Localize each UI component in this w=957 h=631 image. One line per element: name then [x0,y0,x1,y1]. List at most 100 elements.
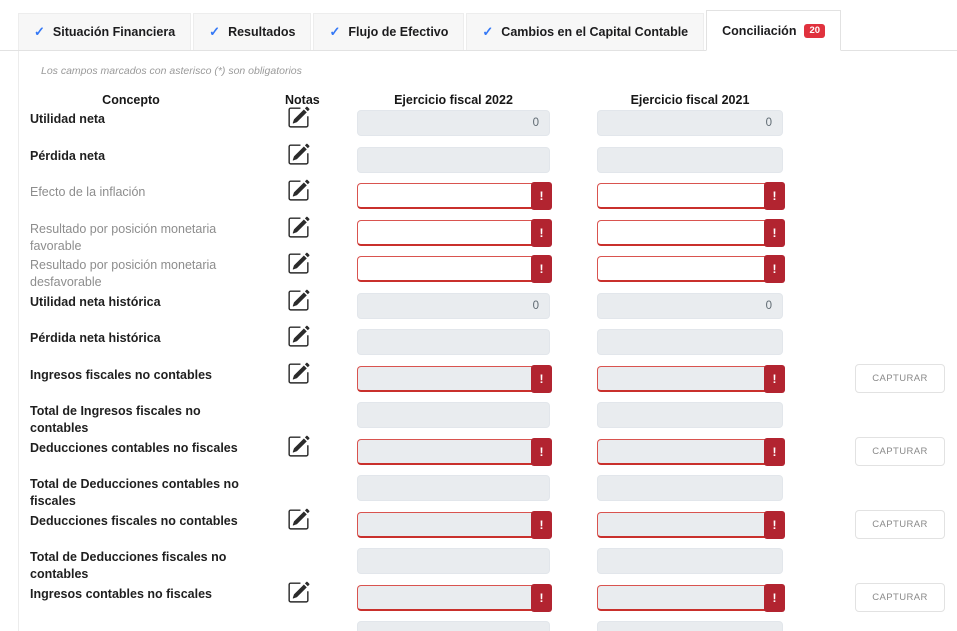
capture-button[interactable]: CAPTURAR [855,363,945,393]
tab-cambios-en-el-capital-contable[interactable]: ✓ Cambios en el Capital Contable [466,13,705,50]
input-ejercicio-2021 [597,110,783,136]
field-2021 [597,146,783,173]
row-label: Total de Deducciones contables no fiscal… [30,477,239,508]
field-2021: ! [597,218,785,247]
edit-note-icon[interactable] [287,581,310,604]
edit-note-icon[interactable] [287,216,310,239]
rows-container: Utilidad neta Pérdida neta Efecto de la in… [19,106,957,631]
input-ejercicio-2022[interactable] [357,219,550,246]
row-label: Ingresos fiscales no contables [30,367,213,382]
header-ejercicio-2021: Ejercicio fiscal 2021 [630,93,750,107]
error-exclamation-badge: ! [531,583,552,612]
row-label: Pérdida neta histórica [30,331,161,345]
input-ejercicio-2022 [357,292,550,319]
tab-resultados[interactable]: ✓ Resultados [193,13,312,50]
error-exclamation-badge: ! [531,218,552,247]
check-icon: ✓ [209,24,221,39]
field-2022 [357,292,550,319]
field-2021 [597,110,783,136]
error-exclamation-badge: ! [764,182,785,210]
error-exclamation-badge: ! [531,437,552,466]
input-ejercicio-2022 [357,511,550,538]
input-ejercicio-2022[interactable] [357,256,550,282]
edit-note-icon[interactable] [287,325,310,348]
tab-count-badge: 20 [804,24,826,38]
tab-label: Situación Financiera [52,25,176,39]
table-row: Deducciones contables no fiscales!! CAPTU… [30,435,957,476]
capture-button[interactable]: CAPTURAR [855,509,945,539]
tab-flujo-de-efectivo[interactable]: ✓ Flujo de Efectivo [313,13,465,50]
row-label: Efecto de la inflación [30,185,146,199]
notas-cell [280,252,310,280]
header-concepto: Concepto [102,93,160,107]
tab-conciliacion[interactable]: Conciliación 20 [706,10,842,51]
table-row: Total de Deducciones fiscales no contabl… [30,548,957,585]
edit-note-icon[interactable] [287,435,310,458]
input-ejercicio-2022 [357,548,550,574]
tab-label: Conciliación [722,24,797,38]
input-ejercicio-2021 [597,621,783,631]
notas-cell [280,289,310,317]
field-2021 [597,329,783,355]
table-row: Utilidad neta [30,106,957,147]
field-2022: ! [357,437,552,466]
row-label: Ingresos contables no fiscales [30,586,213,601]
table-row: Ingresos fiscales no contables!! CAPTURAR [30,362,957,403]
capture-button[interactable]: CAPTURAR [855,436,945,466]
field-2022: ! [357,182,552,210]
input-ejercicio-2022 [357,110,550,136]
field-2021: ! [597,364,785,393]
notas-cell [280,216,310,244]
edit-note-icon[interactable] [287,143,310,166]
error-exclamation-badge: ! [764,218,785,247]
field-2022 [357,329,550,355]
edit-note-icon[interactable] [287,289,310,312]
field-2021: ! [597,255,785,283]
field-2021 [597,475,783,501]
notas-cell [280,106,310,134]
check-icon: ✓ [329,24,341,39]
table-row: Ingresos contables no fiscales!! CAPTURAR [30,581,957,622]
edit-note-icon[interactable] [287,362,310,385]
input-ejercicio-2021[interactable] [597,219,783,246]
check-icon: ✓ [34,24,45,39]
field-2022 [357,548,550,574]
edit-note-icon[interactable] [287,179,310,202]
input-ejercicio-2021 [597,548,783,574]
edit-note-icon[interactable] [287,252,310,275]
input-ejercicio-2021[interactable] [597,256,783,282]
row-label [30,621,280,622]
field-2022 [357,110,550,136]
field-2022: ! [357,255,552,283]
field-2021: ! [597,583,785,612]
field-2022: ! [357,583,552,612]
capture-button[interactable]: CAPTURAR [855,582,945,612]
field-2022 [357,402,550,428]
tab-situacion-financiera[interactable]: ✓ Situación Financiera [18,13,192,50]
content-area: Los campos marcados con asterisco (*) so… [18,51,957,631]
notas-cell [280,508,310,536]
input-ejercicio-2022 [357,438,550,465]
field-2021 [597,621,783,631]
row-label: Resultado por posición monetaria favorab… [30,221,217,253]
table-row: Total de Deducciones contables no fiscal… [30,475,957,512]
input-ejercicio-2021 [597,584,783,611]
input-ejercicio-2021 [597,329,783,355]
input-ejercicio-2021[interactable] [597,183,783,209]
row-label: Utilidad neta [30,112,106,126]
input-ejercicio-2022 [357,475,550,501]
field-2022 [357,621,550,631]
field-2021 [597,292,783,319]
table-row: Utilidad neta histórica [30,289,957,330]
input-ejercicio-2022[interactable] [357,183,550,209]
notas-cell [280,581,310,609]
edit-note-icon[interactable] [287,508,310,531]
input-ejercicio-2022 [357,584,550,611]
input-ejercicio-2022 [357,146,550,173]
edit-note-icon[interactable] [287,106,310,129]
field-2021: ! [597,437,785,466]
input-ejercicio-2021 [597,438,783,465]
required-fields-note: Los campos marcados con asterisco (*) so… [41,65,302,77]
error-exclamation-badge: ! [764,364,785,393]
field-2022 [357,475,550,501]
